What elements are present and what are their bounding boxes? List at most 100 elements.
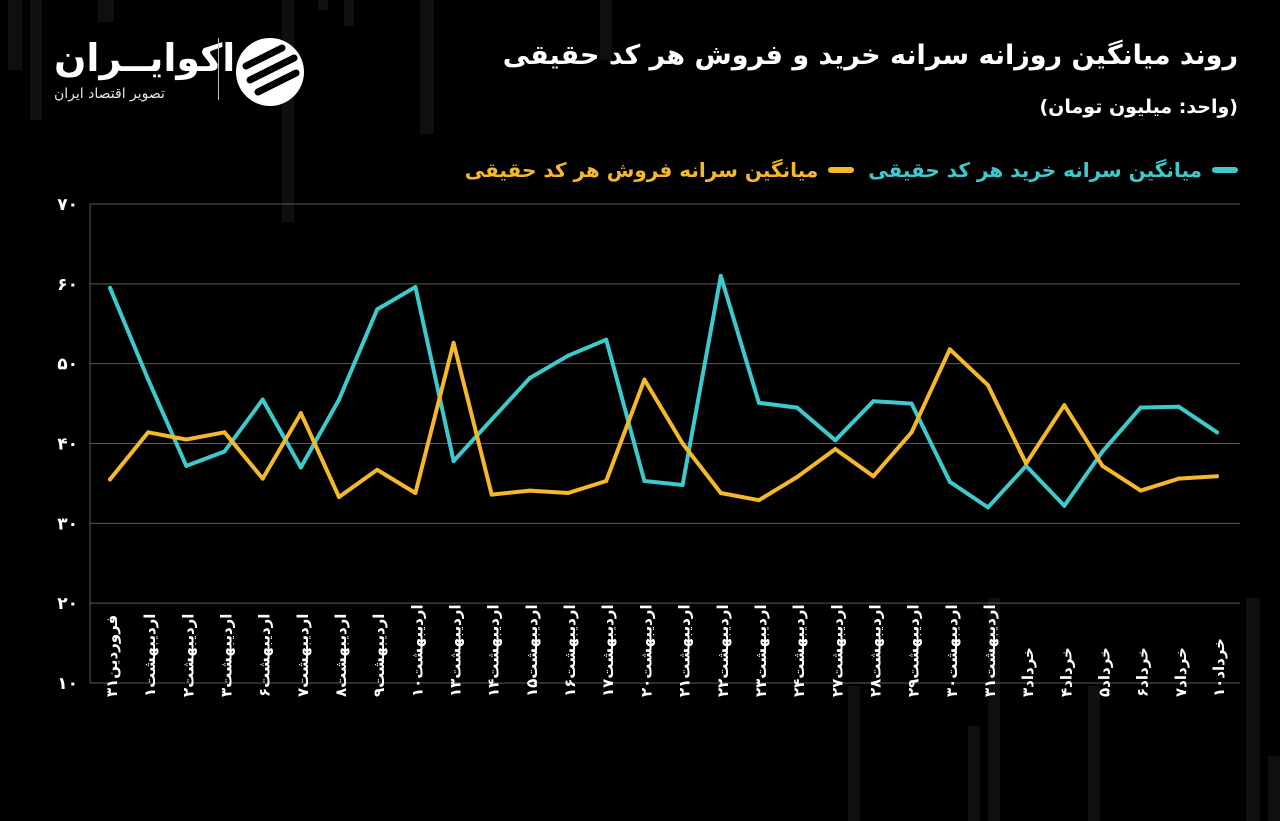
legend-item-sell: میانگین سرانه فروش هر کد حقیقی (464, 158, 855, 182)
legend: میانگین سرانه خرید هر کد حقیقی میانگین س… (465, 158, 1238, 182)
y-tick-label: ۶۰ (57, 275, 78, 295)
x-tick-label: اردیبهشت۸ (332, 614, 350, 697)
x-tick-label: اردیبهشت۷ (294, 614, 312, 697)
data-point-sell (451, 340, 456, 345)
x-tick-label: اردیبهشت۱۳ (447, 604, 465, 697)
data-point-buy (451, 459, 456, 464)
data-point-buy (1138, 405, 1143, 410)
data-point-sell (909, 430, 914, 435)
data-point-buy (1062, 503, 1067, 508)
y-tick-label: ۷۰ (57, 195, 78, 215)
data-point-sell (871, 474, 876, 479)
data-point-buy (527, 376, 532, 381)
x-tick-label: اردیبهشت۲۰ (637, 604, 655, 697)
data-point-sell (795, 475, 800, 480)
x-tick-label: اردیبهشت۲ (179, 614, 197, 697)
series-line-sell (108, 340, 1219, 503)
data-point-buy (375, 307, 380, 312)
logo: اکوایــران تصویر اقتصاد ایران (48, 30, 318, 110)
x-tick-label: اردیبهشت۲۷ (828, 604, 846, 697)
x-tick-label: اردیبهشت۲۱ (676, 604, 694, 697)
chart-unit-subtitle: (واحد: میلیون تومان) (1039, 96, 1238, 118)
logo-name: اکوایــران (54, 36, 236, 80)
x-tick-label: خرداد۷ (1172, 647, 1190, 697)
x-tick-label: اردیبهشت۲۹ (905, 604, 923, 697)
data-point-buy (108, 285, 112, 290)
data-point-buy (604, 337, 609, 342)
x-tick-label: اردیبهشت۶ (256, 614, 274, 697)
data-point-sell (413, 490, 418, 495)
x-tick-label: اردیبهشت۲۸ (866, 604, 884, 697)
data-point-sell (947, 347, 952, 352)
data-point-buy (146, 377, 151, 382)
data-point-sell (1215, 474, 1219, 479)
y-tick-label: ۵۰ (57, 355, 78, 375)
x-tick-label: اردیبهشت۱۰ (408, 604, 426, 697)
data-point-buy (337, 397, 342, 402)
data-point-sell (337, 494, 342, 499)
x-tick-label: اردیبهشت۱۶ (561, 604, 579, 697)
data-point-buy (1100, 449, 1105, 454)
legend-swatch-sell (828, 167, 855, 173)
x-tick-label: اردیبهشت۱۷ (599, 604, 617, 697)
data-point-sell (680, 441, 685, 446)
y-tick-label: ۳۰ (57, 514, 78, 534)
data-point-buy (795, 405, 800, 410)
data-point-buy (1176, 404, 1181, 409)
data-point-buy (1215, 430, 1219, 435)
x-tick-label: خرداد۴ (1057, 647, 1075, 697)
data-point-sell (985, 383, 990, 388)
data-point-buy (222, 449, 227, 454)
data-point-sell (566, 490, 571, 495)
data-point-sell (222, 430, 227, 435)
data-point-buy (947, 479, 952, 484)
x-tick-label: خرداد۶ (1134, 647, 1152, 697)
legend-swatch-buy (1212, 167, 1238, 173)
y-tick-label: ۲۰ (57, 594, 78, 614)
series-line-buy (108, 273, 1219, 510)
data-point-buy (642, 479, 647, 484)
logo-divider (218, 38, 219, 100)
data-point-buy (413, 285, 418, 290)
data-point-sell (718, 490, 723, 495)
data-point-buy (260, 397, 265, 402)
data-point-sell (642, 377, 647, 382)
data-point-buy (871, 399, 876, 404)
data-point-sell (184, 437, 189, 442)
x-tick-label: اردیبهشت۲۴ (790, 604, 808, 697)
x-tick-label: فروردین۳۱ (103, 615, 121, 697)
legend-label-sell: میانگین سرانه فروش هر کد حقیقی (464, 158, 819, 182)
data-point-buy (298, 465, 303, 470)
data-point-buy (756, 400, 761, 405)
data-point-sell (527, 488, 532, 493)
logo-tagline: تصویر اقتصاد ایران (54, 86, 165, 102)
y-tick-label: ۱۰ (57, 674, 78, 694)
data-point-sell (1100, 463, 1105, 468)
data-point-sell (833, 447, 838, 452)
data-point-sell (260, 476, 265, 481)
data-point-buy (680, 483, 685, 488)
logo-mark-icon (236, 38, 304, 106)
y-tick-label: ۴۰ (57, 435, 78, 455)
data-point-sell (108, 477, 112, 482)
x-tick-label: اردیبهشت۲۳ (752, 604, 770, 697)
data-point-buy (566, 353, 571, 358)
data-point-sell (1176, 476, 1181, 481)
data-point-buy (184, 463, 189, 468)
x-tick-label: اردیبهشت۱ (141, 614, 159, 697)
data-point-sell (1138, 488, 1143, 493)
data-point-buy (489, 417, 494, 422)
data-point-buy (909, 401, 914, 406)
x-tick-label: خرداد۱۰ (1210, 638, 1228, 697)
data-point-buy (833, 438, 838, 443)
x-tick-label: اردیبهشت۱۴ (485, 604, 503, 697)
data-point-buy (985, 505, 990, 510)
x-tick-label: اردیبهشت۳ (218, 614, 236, 697)
data-point-sell (375, 467, 380, 472)
x-tick-label: اردیبهشت۹ (370, 614, 388, 697)
data-point-sell (1062, 403, 1067, 408)
data-point-sell (298, 411, 303, 416)
data-point-sell (1024, 461, 1029, 466)
x-tick-label: خرداد۵ (1095, 647, 1113, 697)
